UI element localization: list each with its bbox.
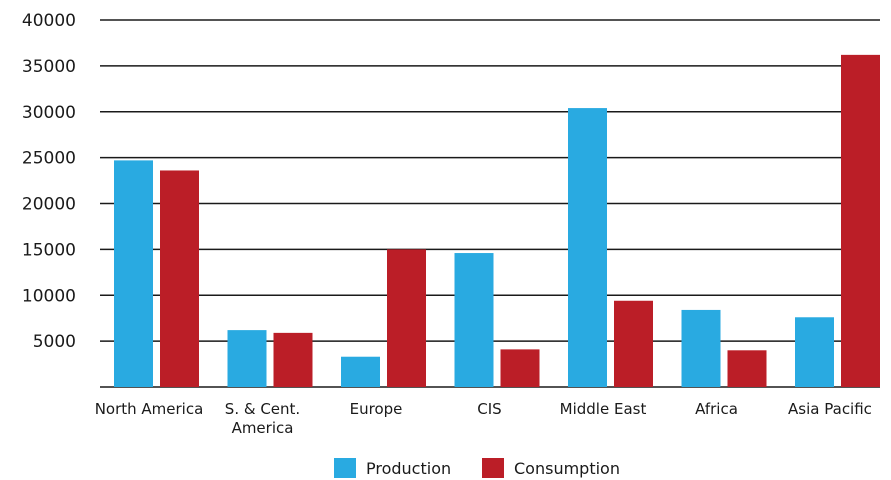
x-tick-label: North America [95,400,204,418]
y-tick-label: 10000 [22,286,76,306]
y-tick-label: 25000 [22,149,76,169]
y-tick-label: 35000 [22,57,76,77]
bar-consumption [387,249,426,387]
x-tick-label: S. & Cent. America [225,400,300,437]
bar-consumption [160,170,199,387]
bar-production [341,356,380,387]
x-tick-label: Africa [695,400,738,418]
bar-production [568,108,607,387]
bar-consumption [614,300,653,387]
y-tick-label: 30000 [22,103,76,123]
bars [114,54,880,388]
y-axis-ticks: 5000 10000 15000 20000 25000 30000 35000 40000 [22,11,76,352]
bar-production [227,330,267,387]
bar-consumption [273,332,313,387]
bar-production [681,309,721,387]
y-tick-label: 15000 [22,240,76,260]
x-tick-label: Asia Pacific [788,400,872,418]
x-tick-label: CIS [477,400,501,418]
bar-production [454,253,494,387]
bar-consumption [841,54,880,388]
x-axis-labels: North America S. & Cent. America Europe CIS M… [95,400,872,437]
y-tick-label: 20000 [22,195,76,215]
bar-consumption [500,349,540,387]
legend: Production Consumption [334,458,620,478]
y-tick-label: 40000 [22,11,76,31]
legend-label-production: Production [366,459,451,478]
legend-swatch-consumption [482,458,504,478]
bar-consumption [727,350,767,387]
y-tick-label: 5000 [33,332,76,352]
x-tick-label: Middle East [560,400,647,418]
bar-production [795,317,834,387]
bar-production [114,160,153,387]
legend-label-consumption: Consumption [514,459,620,478]
legend-swatch-production [334,458,356,478]
x-tick-label: Europe [350,400,403,418]
